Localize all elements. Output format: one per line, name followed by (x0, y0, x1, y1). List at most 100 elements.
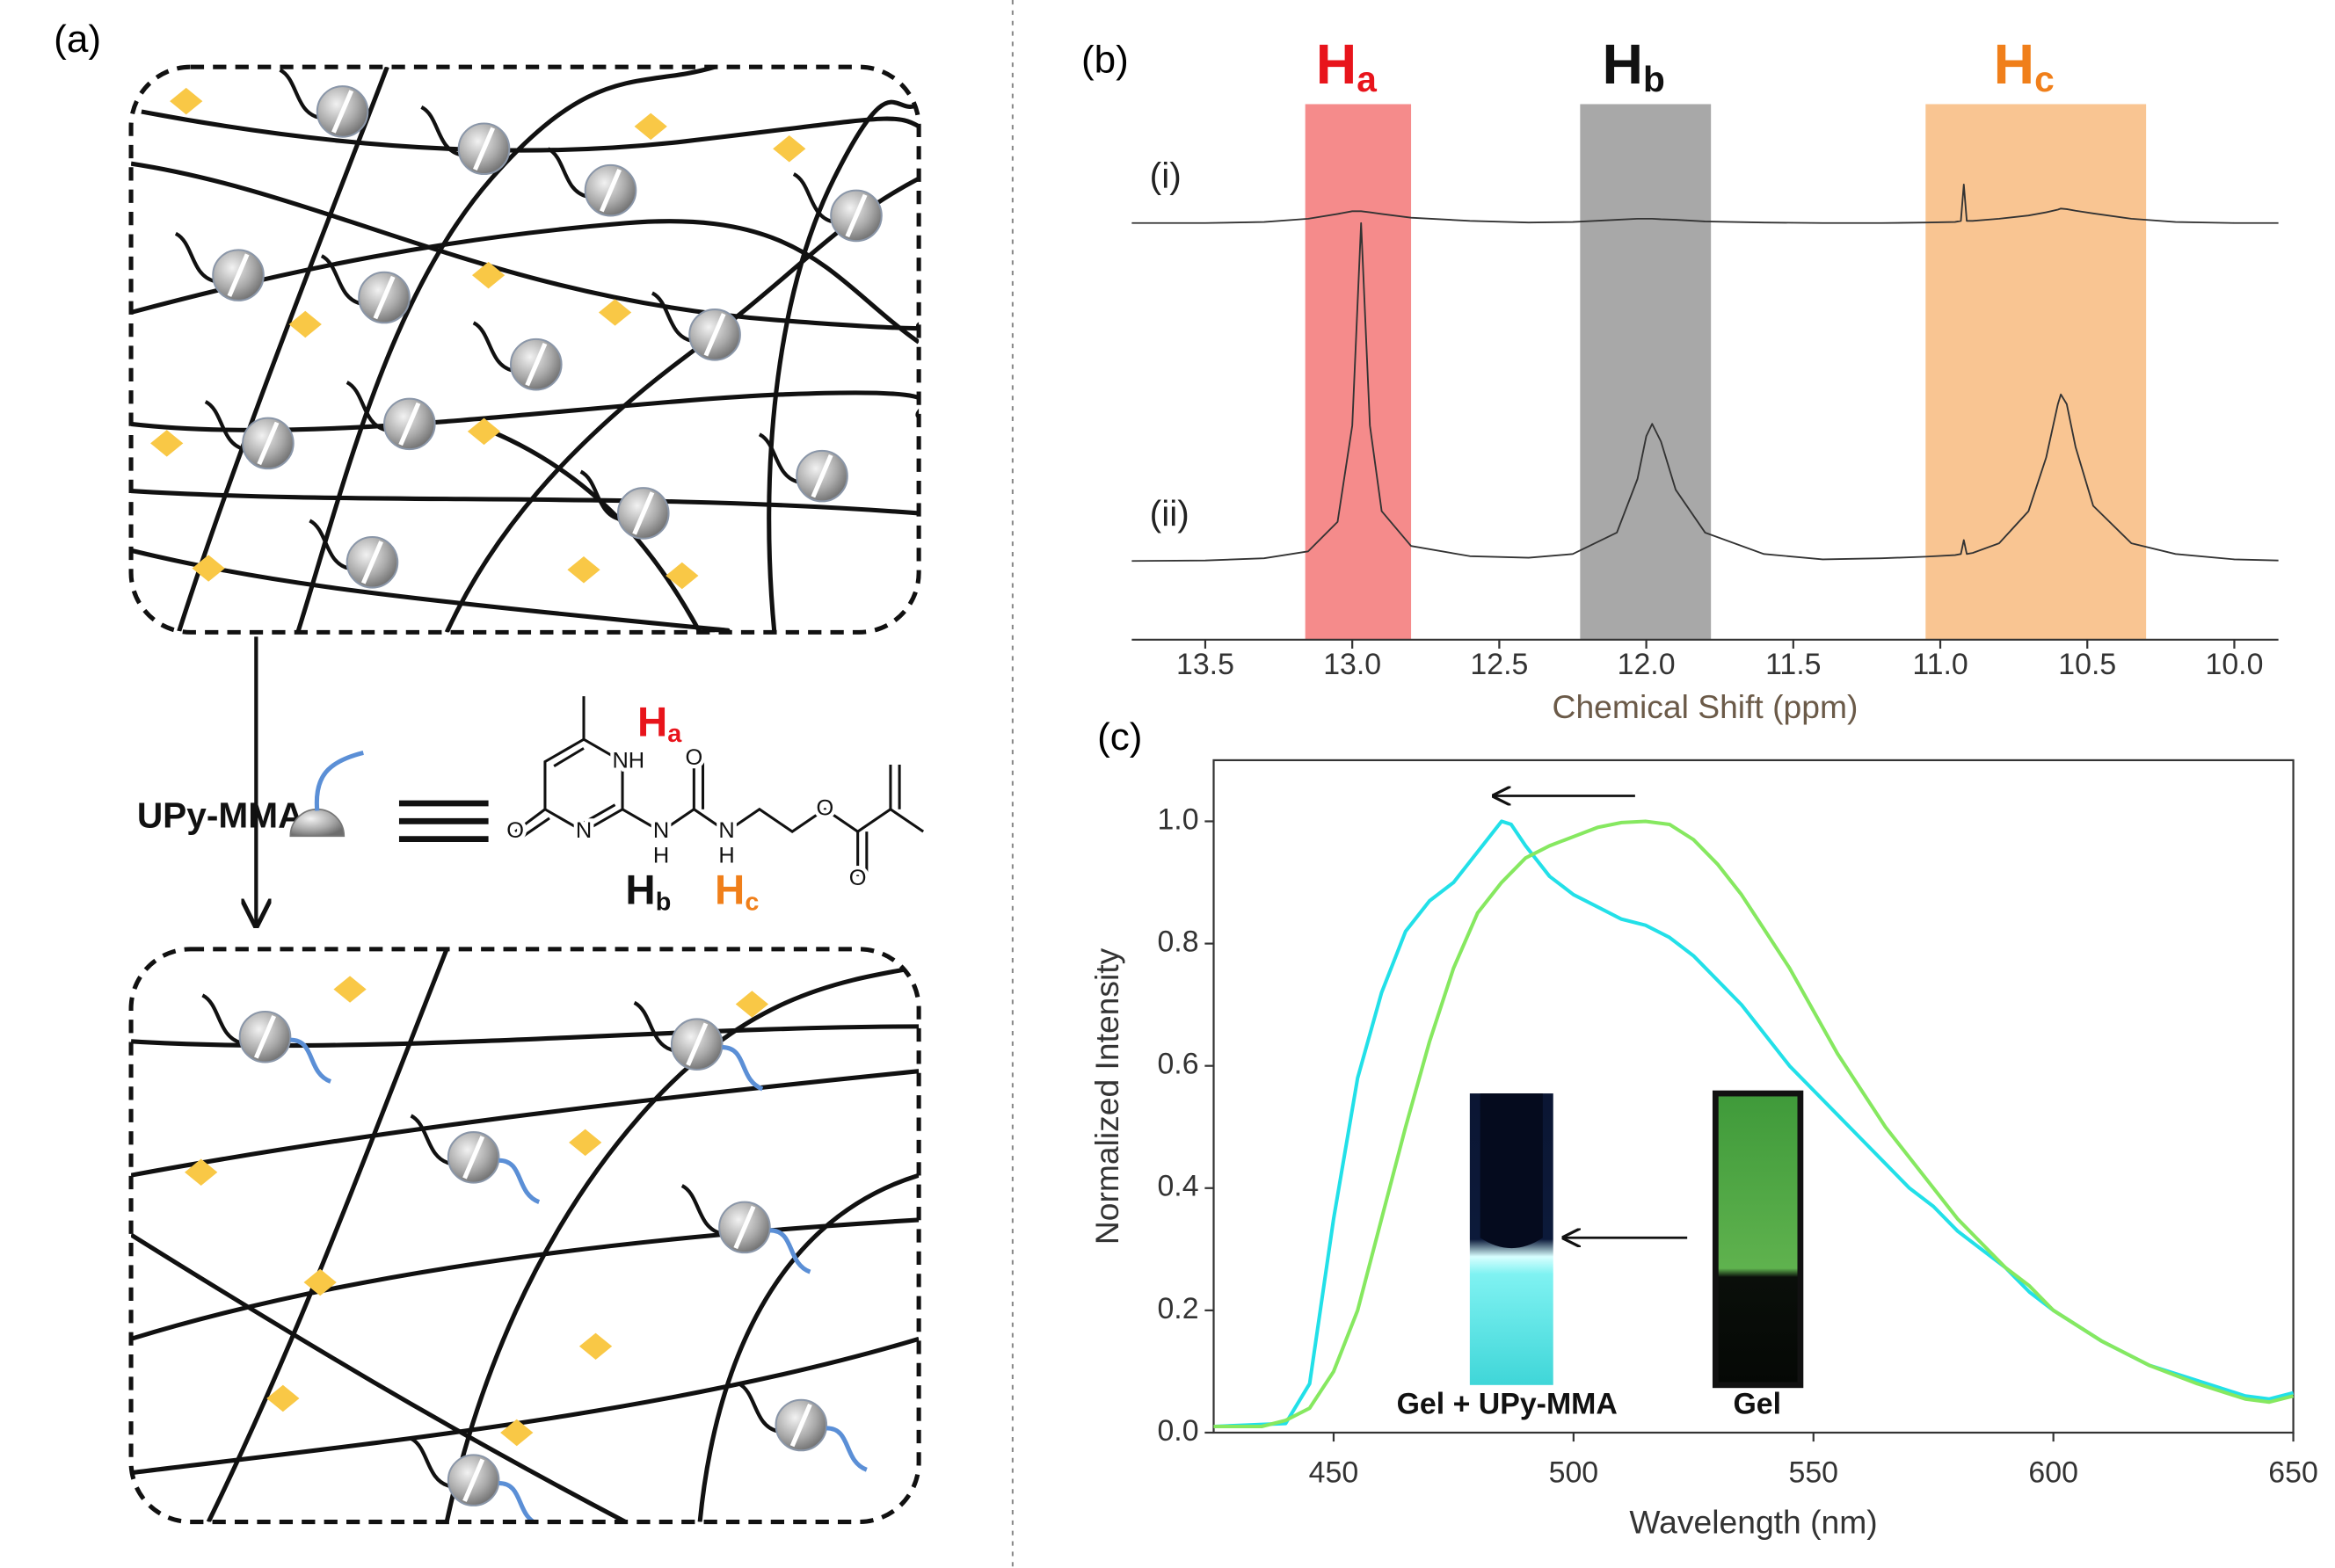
fluorophore (735, 991, 769, 1018)
fluorophore (333, 976, 367, 1003)
tether (792, 172, 833, 224)
upy-slash (227, 253, 250, 297)
x-tick-label: 600 (2028, 1455, 2078, 1489)
panel-label: (c) (1097, 715, 1142, 759)
highlight-band (1580, 104, 1712, 640)
polymer-chain (131, 1024, 920, 1049)
upy-mma-tail (290, 1037, 332, 1084)
x-tick-label: 13.5 (1176, 648, 1234, 681)
upy-tail (314, 750, 364, 811)
upy-slash (632, 491, 655, 535)
tether (320, 254, 361, 306)
atom-label: O (849, 866, 867, 890)
polymer-chain (697, 1172, 920, 1522)
fluorophore (266, 1384, 300, 1412)
upy-slash (254, 1015, 277, 1059)
upy-slash (360, 541, 383, 584)
band-subscript: b (1643, 59, 1665, 99)
upy-slash (525, 342, 548, 387)
vial-photo (1480, 1093, 1543, 1249)
inset-label: Gel + UPy-MMA (1397, 1387, 1618, 1420)
upy-slash (686, 1022, 709, 1066)
tether (579, 469, 621, 521)
upy-slash (473, 127, 496, 171)
atom-label: O (817, 795, 834, 820)
x-tick-label: 12.0 (1618, 648, 1676, 681)
polymer-chain (767, 99, 920, 633)
inset-label: Gel (1733, 1387, 1781, 1420)
x-tick-label: 450 (1309, 1455, 1359, 1489)
proton-label: Hc (715, 867, 759, 916)
hydrogel-box (128, 947, 921, 1525)
proton-symbol: H (637, 699, 667, 745)
atom-label: H (718, 844, 734, 868)
hydrogel-box (128, 64, 921, 635)
atom-label: H (653, 844, 669, 868)
polymer-chain (141, 109, 920, 153)
proton-symbol: H (625, 867, 655, 913)
tether (346, 381, 387, 432)
fluorophore (467, 417, 501, 446)
band-symbol: H (1994, 33, 2034, 96)
y-tick-label: 0.8 (1157, 926, 1198, 959)
tether (680, 1184, 722, 1236)
x-tick-label: 12.5 (1470, 648, 1528, 681)
tether (758, 432, 799, 484)
plot-frame (1212, 759, 2295, 1434)
band-label: Ha (1316, 33, 1377, 99)
fluorophore (500, 1419, 534, 1447)
fluorophore (303, 1268, 337, 1296)
polymer-chain (131, 548, 731, 633)
polymer-chain (131, 1217, 920, 1341)
proton-subscript: b (656, 888, 672, 916)
x-tick-label: 11.5 (1765, 648, 1821, 681)
data-line (1131, 183, 2279, 224)
x-tick-label: 500 (1549, 1455, 1599, 1489)
band-label: Hb (1603, 33, 1665, 99)
reagent-label: UPy-MMA (137, 795, 304, 836)
upy-slash (462, 1136, 485, 1180)
upy-slash (811, 454, 833, 498)
fluorophore (569, 1129, 602, 1157)
network-bottom (131, 948, 920, 1522)
polymer-chain (295, 67, 716, 633)
fluorophore (634, 113, 667, 141)
band-symbol: H (1316, 33, 1357, 96)
data-line (1213, 819, 2295, 1429)
upy-slash (789, 1403, 812, 1448)
upy-slash (398, 402, 421, 446)
tether (279, 68, 320, 120)
network-top (131, 67, 920, 633)
band-subscript: c (2034, 59, 2055, 99)
tether (420, 105, 462, 157)
fluorophore (192, 555, 225, 582)
panel-label: (a) (54, 18, 101, 61)
x-axis-label: Wavelength (nm) (1629, 1504, 1877, 1541)
polymer-chain (131, 161, 920, 331)
tether (410, 1436, 451, 1488)
upy-slash (845, 193, 868, 238)
fluorophore (170, 87, 203, 115)
equivalence (398, 800, 489, 843)
atom-label: NH (612, 748, 644, 773)
polymer-chain (131, 219, 920, 345)
highlight-band (1925, 104, 2147, 640)
panel-label: (b) (1081, 39, 1129, 82)
y-tick-label: 0.2 (1157, 1292, 1198, 1325)
highlight-band (1305, 104, 1412, 640)
atom-label: O (685, 745, 702, 770)
upy-mma-tail (826, 1426, 868, 1472)
proton-label: Hb (625, 867, 671, 916)
proton-subscript: a (667, 720, 682, 748)
x-tick-label: 550 (1789, 1455, 1839, 1489)
fluorophore (578, 1332, 613, 1361)
tether (633, 1000, 674, 1053)
fluorophore (567, 556, 600, 584)
atom-label: O (506, 818, 524, 843)
atom-label: N (718, 818, 734, 843)
polymer-chain (206, 948, 449, 1522)
band-symbol: H (1603, 33, 1643, 96)
